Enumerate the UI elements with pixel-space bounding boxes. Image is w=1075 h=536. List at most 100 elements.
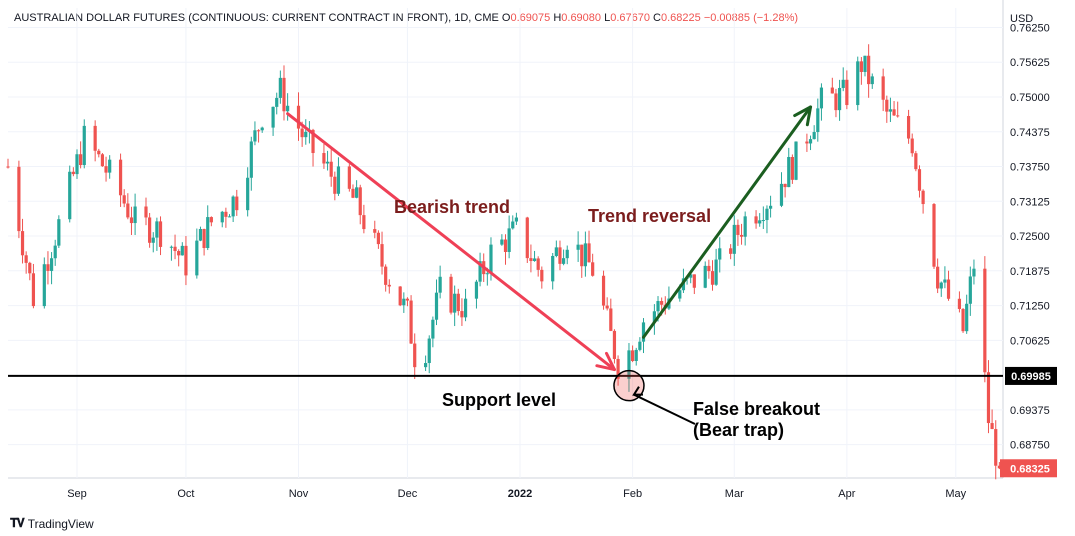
candle-body [358, 187, 362, 216]
candle [405, 297, 410, 307]
candle-body [580, 244, 584, 267]
candle-body [612, 330, 617, 359]
candle [304, 119, 308, 145]
candle-body [380, 244, 384, 267]
candle [787, 147, 791, 188]
candle [224, 207, 228, 228]
candle-body [565, 249, 569, 259]
price-tick-label: 0.73750 [1010, 162, 1050, 174]
close-label: C [653, 12, 661, 24]
candle-body [460, 311, 464, 318]
candle [347, 164, 351, 192]
candle [184, 236, 188, 286]
price-tick-label: 0.72500 [1010, 231, 1050, 243]
candle [17, 160, 21, 239]
candle-body [630, 350, 635, 361]
candle-body [783, 183, 787, 188]
candle [707, 259, 711, 279]
candle [409, 295, 413, 344]
candle [939, 281, 943, 297]
candle-body [576, 244, 580, 250]
candle-body [758, 220, 762, 224]
candle [53, 239, 57, 266]
candle-body [983, 268, 987, 373]
candle-body [689, 274, 693, 278]
candle-body [282, 77, 286, 112]
candle [558, 240, 562, 271]
candle-body [195, 240, 199, 276]
candle [122, 189, 126, 208]
candle-body [859, 61, 863, 72]
candle [6, 158, 10, 169]
candle [503, 234, 508, 265]
candle [438, 265, 442, 299]
candle-body [761, 220, 765, 222]
candle-body [616, 358, 620, 379]
candle [732, 215, 736, 266]
candle [612, 329, 617, 364]
candle-body [75, 154, 79, 175]
candle-body [638, 341, 642, 350]
candle [859, 57, 863, 85]
candle [863, 55, 867, 77]
time-tick-label: Apr [838, 488, 855, 500]
candle [31, 263, 36, 309]
candle-body [601, 275, 606, 306]
trend-reversal-arrow-head [793, 105, 813, 127]
candle [460, 298, 464, 326]
candle-body [108, 159, 112, 173]
candle-body [812, 132, 816, 140]
price-tick-label: 0.71250 [1010, 301, 1050, 313]
candle [881, 68, 885, 112]
candle [965, 294, 969, 334]
candle [689, 273, 693, 284]
candle-body [511, 221, 515, 229]
candle-body [816, 108, 820, 133]
last-price-badge-bg [1000, 459, 1057, 478]
candle [932, 203, 936, 269]
tradingview-logo[interactable]: 𝐓𝐕 TradingView [10, 516, 94, 531]
candle-body [453, 293, 457, 313]
candle [398, 286, 402, 307]
close-value: 0.68225 [661, 12, 701, 24]
candle [867, 44, 871, 98]
trend-reversal-arrow-shaft [641, 105, 813, 339]
candle [652, 304, 656, 335]
candle-body [100, 154, 105, 167]
candle-body [456, 293, 460, 312]
candle [562, 249, 566, 266]
candle [68, 165, 72, 223]
candle-body [97, 150, 101, 155]
candle-body [231, 196, 235, 217]
price-tick-label: 0.69375 [1010, 405, 1050, 417]
candle-body [275, 97, 279, 107]
candle-body [943, 279, 947, 283]
candle [830, 77, 834, 94]
candle-body [997, 465, 1001, 469]
candle [118, 153, 123, 207]
candle-body [402, 298, 406, 306]
candle [743, 211, 747, 246]
candle-body [863, 55, 867, 72]
candle [536, 256, 540, 277]
candle-body [133, 206, 137, 224]
candle [914, 150, 918, 172]
candle-body [867, 55, 871, 85]
candle [376, 230, 381, 249]
candle-body [57, 219, 61, 246]
candle-body [707, 265, 711, 272]
candle-body [968, 276, 972, 304]
candle-body [500, 239, 504, 245]
candle [387, 279, 391, 294]
time-tick-label: Oct [177, 488, 194, 500]
candle-body [910, 138, 914, 154]
candle [173, 234, 177, 260]
candle [71, 167, 75, 177]
time-tick-label: 2022 [508, 488, 532, 500]
candle-body [692, 274, 696, 288]
candle [819, 83, 824, 121]
candle-body [837, 87, 842, 111]
candle-body [805, 141, 809, 144]
candle [507, 215, 511, 259]
